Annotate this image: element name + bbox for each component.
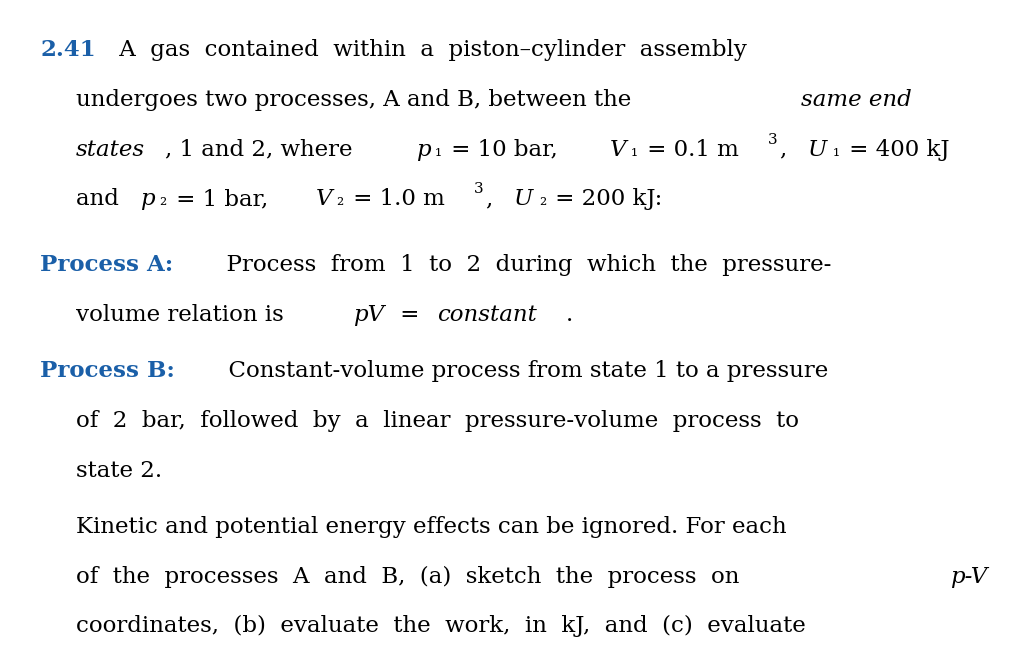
Text: ,: ,: [486, 188, 508, 211]
Text: , 1 and 2, where: , 1 and 2, where: [164, 138, 359, 161]
Text: = 1.0 m: = 1.0 m: [346, 188, 445, 211]
Text: undergoes two processes, A and B, between the: undergoes two processes, A and B, betwee…: [76, 89, 638, 111]
Text: = 0.1 m: = 0.1 m: [640, 138, 739, 161]
Text: states: states: [76, 138, 145, 161]
Text: ₁: ₁: [631, 142, 638, 160]
Text: pV: pV: [353, 304, 384, 326]
Text: constant: constant: [437, 304, 537, 326]
Text: U: U: [514, 188, 534, 211]
Text: = 400 kJ: = 400 kJ: [843, 138, 949, 161]
Text: ₁: ₁: [833, 142, 840, 160]
Text: ,: ,: [780, 138, 802, 161]
Text: and: and: [76, 188, 126, 211]
Text: ₂: ₂: [159, 191, 166, 209]
Text: coordinates,  (b)  evaluate  the  work,  in  kJ,  and  (c)  evaluate: coordinates, (b) evaluate the work, in k…: [76, 615, 805, 638]
Text: = 1 bar,: = 1 bar,: [169, 188, 283, 211]
Text: =: =: [394, 304, 427, 326]
Text: .: .: [565, 304, 573, 326]
Text: = 200 kJ:: = 200 kJ:: [548, 188, 663, 211]
Text: ₂: ₂: [539, 191, 546, 209]
Text: Kinetic and potential energy effects can be ignored. For each: Kinetic and potential energy effects can…: [76, 516, 786, 538]
Text: V: V: [316, 188, 332, 211]
Text: ₂: ₂: [337, 191, 344, 209]
Text: p-V: p-V: [950, 565, 988, 588]
Text: 3: 3: [473, 182, 483, 197]
Text: Constant-volume process from state 1 to a pressure: Constant-volume process from state 1 to …: [214, 360, 828, 383]
Text: A  gas  contained  within  a  piston–cylinder  assembly: A gas contained within a piston–cylinder…: [112, 39, 747, 62]
Text: of  the  processes  A  and  B,  (a)  sketch  the  process  on: of the processes A and B, (a) sketch the…: [76, 565, 754, 588]
Text: state 2.: state 2.: [76, 459, 161, 482]
Text: Process  from  1  to  2  during  which  the  pressure-: Process from 1 to 2 during which the pre…: [212, 254, 831, 277]
Text: volume relation is: volume relation is: [76, 304, 291, 326]
Text: 2.41: 2.41: [40, 39, 96, 62]
Text: = 10 bar,: = 10 bar,: [444, 138, 572, 161]
Text: U: U: [808, 138, 827, 161]
Text: 3: 3: [768, 132, 777, 147]
Text: ₁: ₁: [435, 142, 442, 160]
Text: p: p: [140, 188, 155, 211]
Text: Process A:: Process A:: [40, 254, 174, 277]
Text: Process B:: Process B:: [40, 360, 176, 383]
Text: of  2  bar,  followed  by  a  linear  pressure-volume  process  to: of 2 bar, followed by a linear pressure-…: [76, 410, 799, 432]
Text: V: V: [609, 138, 627, 161]
Text: same end: same end: [801, 89, 912, 111]
Text: p: p: [416, 138, 431, 161]
